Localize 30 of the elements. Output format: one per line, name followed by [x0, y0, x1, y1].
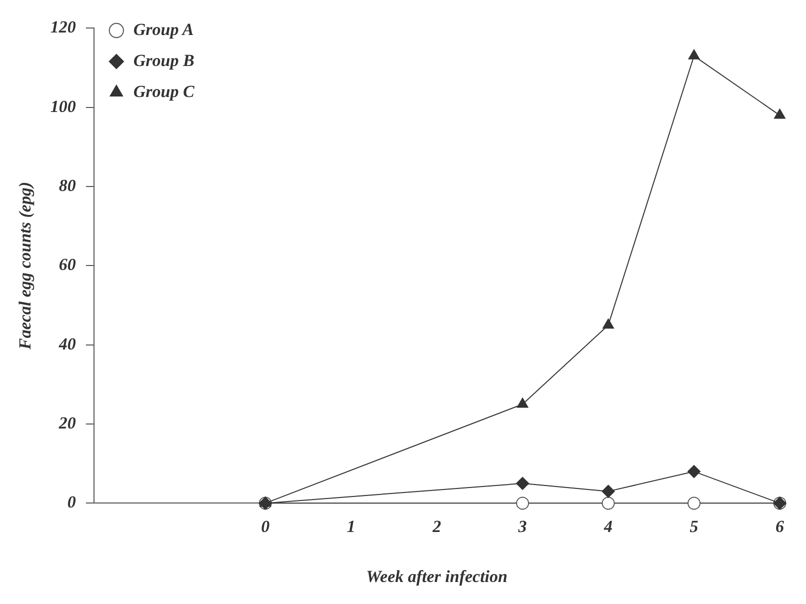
x-tick-label: 4 [603, 516, 613, 536]
y-tick-label: 60 [58, 255, 76, 274]
legend-label: Group B [133, 50, 194, 70]
x-tick-label: 5 [690, 516, 699, 536]
y-tick-label: 120 [50, 18, 76, 37]
x-tick-label: 6 [776, 516, 784, 536]
legend-label: Group C [133, 82, 195, 101]
x-tick-label: 2 [432, 516, 442, 536]
point [260, 496, 272, 507]
point [688, 496, 701, 510]
point [602, 484, 615, 498]
x-tick-label: 1 [346, 516, 356, 536]
point [516, 476, 530, 490]
x-axis-title: Week after infection [366, 567, 508, 586]
point [774, 108, 786, 119]
x-tick-label: 0 [261, 516, 270, 536]
point [602, 496, 615, 510]
y-tick-label: 100 [50, 96, 76, 116]
point [688, 49, 700, 60]
point [688, 465, 701, 478]
x-tick-label: 3 [517, 516, 528, 536]
legend-label: Group A [133, 20, 194, 39]
y-tick-label: 80 [58, 176, 76, 195]
point [516, 496, 530, 510]
point [602, 318, 614, 329]
y-tick-label: 40 [58, 334, 76, 354]
y-axis-title: Faecal egg counts (epg) [16, 182, 35, 351]
point [516, 398, 528, 408]
y-tick-label: 20 [58, 413, 76, 432]
y-tick-label: 0 [67, 492, 76, 512]
